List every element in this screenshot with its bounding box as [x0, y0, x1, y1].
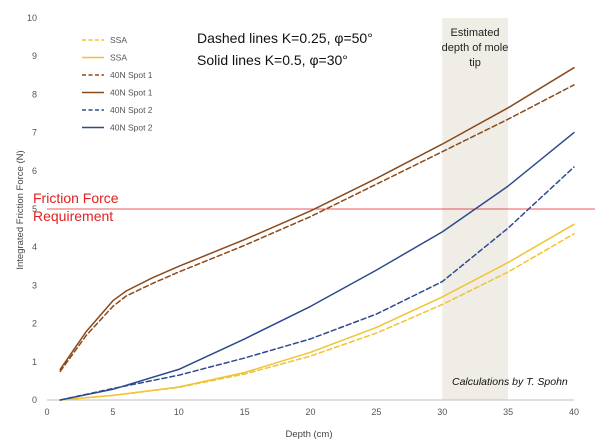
x-tick-label: 25 — [371, 407, 381, 417]
band-label-line-2: depth of mole — [442, 42, 509, 54]
x-tick-label: 20 — [305, 407, 315, 417]
y-tick-label: 0 — [32, 395, 37, 405]
x-tick-label: 30 — [437, 407, 447, 417]
requirement-label-line-2: Requirement — [33, 208, 113, 224]
y-tick-label: 7 — [32, 128, 37, 138]
y-tick-label: 8 — [32, 89, 37, 99]
series-line-40n-spot-1-dashed — [59, 84, 575, 373]
legend-entry: 40N Spot 1 — [110, 70, 153, 80]
series-line-ssa-solid — [59, 223, 575, 401]
legend-entry: SSA — [110, 53, 127, 63]
series-line-40n-spot-1-solid — [59, 66, 575, 371]
y-tick-label: 4 — [32, 242, 37, 252]
requirement-label-line-1: Friction Force — [33, 190, 119, 206]
y-tick-label: 2 — [32, 319, 37, 329]
y-tick-label: 3 — [32, 280, 37, 290]
legend: SSA SSA 40N Spot 1 40N Spot 1 40N Spot 2 40N … — [82, 35, 153, 133]
series-layer — [59, 66, 575, 401]
y-tick-label: 5 — [32, 204, 37, 214]
y-tick-label: 10 — [27, 13, 37, 23]
x-tick-label: 0 — [44, 407, 49, 417]
x-tick-label: 40 — [569, 407, 579, 417]
legend-entry: 40N Spot 2 — [110, 123, 153, 133]
x-tick-label: 10 — [174, 407, 184, 417]
legend-entry: SSA — [110, 35, 127, 45]
solid-lines-note: Solid lines K=0.5, φ=30° — [197, 52, 348, 68]
credit-annotation: Calculations by T. Spohn — [452, 376, 568, 388]
band-label-line-1: Estimated — [451, 27, 500, 39]
y-tick-label: 1 — [32, 357, 37, 367]
y-axis-label: Integrated Friction Force (N) — [15, 150, 26, 269]
x-tick-label: 15 — [240, 407, 250, 417]
x-axis-label: Depth (cm) — [286, 429, 333, 440]
x-tick-label: 35 — [503, 407, 513, 417]
x-tick-label: 5 — [110, 407, 115, 417]
dashed-lines-note: Dashed lines K=0.25, φ=50° — [197, 30, 373, 46]
legend-entry: 40N Spot 1 — [110, 88, 153, 98]
series-line-40n-spot-2-solid — [59, 131, 575, 401]
y-tick-label: 6 — [32, 166, 37, 176]
y-tick-label: 9 — [32, 51, 37, 61]
legend-entry: 40N Spot 2 — [110, 105, 153, 115]
axis-layer: 0 5 10 15 20 25 30 35 40 0 1 2 3 4 5 6 7 8 9 10 — [27, 13, 579, 417]
series-line-40n-spot-2-dashed — [59, 166, 575, 401]
band-label-line-3: tip — [469, 57, 481, 69]
